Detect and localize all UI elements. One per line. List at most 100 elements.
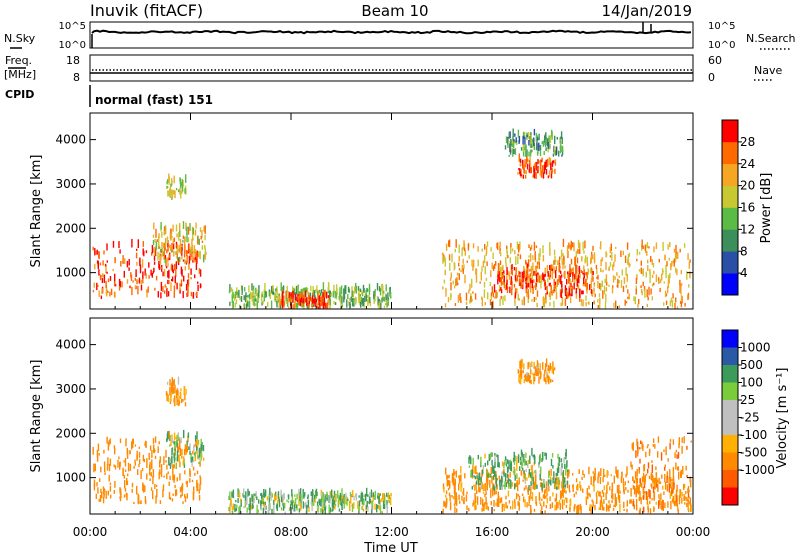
data-cell [457, 294, 460, 303]
data-cell [526, 276, 528, 280]
data-cell [675, 252, 677, 259]
data-cell [540, 482, 542, 488]
data-cell [577, 248, 579, 254]
data-cell [548, 470, 550, 479]
data-cell [385, 284, 387, 292]
data-cell [329, 494, 331, 504]
data-cell [190, 277, 192, 280]
data-cell [517, 129, 520, 138]
data-cell [359, 288, 362, 293]
colorbar-swatch [722, 365, 738, 383]
data-cell [540, 478, 543, 481]
data-cell [108, 440, 110, 446]
data-cell [642, 245, 644, 249]
data-cell [157, 251, 159, 261]
data-cell [169, 497, 172, 500]
data-cell [293, 502, 296, 505]
data-cell [656, 477, 658, 484]
data-cell [554, 498, 556, 502]
data-cell [547, 364, 550, 371]
data-cell [636, 468, 638, 477]
data-cell [171, 434, 173, 443]
data-cell [184, 237, 186, 245]
data-cell [368, 295, 370, 304]
data-cell [544, 267, 546, 275]
data-cell [502, 278, 505, 285]
data-cell [571, 242, 574, 248]
data-cell [173, 397, 175, 403]
data-cell [573, 282, 575, 290]
data-cell [317, 505, 319, 513]
data-cell [331, 509, 333, 512]
data-cell [561, 154, 563, 157]
data-cell [343, 288, 345, 297]
data-cell [310, 297, 312, 303]
data-cell [292, 290, 294, 299]
data-cell [673, 482, 675, 489]
data-cell [649, 278, 651, 283]
data-cell [652, 263, 655, 268]
data-cell [175, 251, 177, 255]
data-cell [119, 496, 122, 502]
data-cell [563, 478, 566, 483]
data-cell [159, 456, 161, 463]
data-cell [361, 505, 364, 510]
data-cell [294, 300, 296, 309]
data-cell [642, 444, 644, 451]
data-cell [174, 441, 176, 449]
data-cell [319, 303, 321, 309]
data-cell [672, 467, 675, 475]
data-cell [656, 481, 658, 488]
data-cell [293, 303, 295, 309]
data-cell [534, 251, 536, 261]
data-cell [616, 470, 618, 478]
data-cell [497, 263, 500, 272]
data-cell [643, 492, 645, 498]
data-cell [177, 390, 179, 396]
data-cell [268, 504, 270, 514]
data-cell [609, 486, 611, 491]
data-cell [593, 476, 595, 484]
data-cell [591, 272, 593, 278]
data-cell [153, 267, 155, 273]
data-cell [553, 289, 555, 294]
data-cell [377, 299, 380, 303]
data-cell [685, 465, 687, 471]
data-cell [244, 499, 246, 508]
data-cell [475, 465, 477, 475]
data-cell [280, 507, 283, 511]
data-cell [512, 458, 515, 463]
data-cell [260, 493, 262, 496]
data-cell [547, 278, 549, 283]
data-cell [550, 266, 552, 270]
data-cell [173, 237, 175, 243]
data-cell [523, 270, 525, 279]
data-cell [625, 285, 627, 288]
data-cell [503, 462, 506, 465]
data-cell [508, 484, 510, 489]
data-cell [514, 250, 516, 255]
data-cell [178, 454, 180, 461]
data-cell [477, 246, 479, 252]
data-cell [138, 277, 141, 284]
data-cell [630, 461, 632, 468]
scatter-region [517, 358, 556, 385]
data-cell [524, 499, 526, 507]
data-cell [518, 244, 520, 253]
data-cell [535, 485, 537, 490]
data-cell [686, 496, 688, 502]
data-cell [388, 500, 390, 504]
data-cell [302, 488, 304, 498]
data-cell [390, 295, 392, 299]
data-cell [524, 475, 526, 480]
data-cell [261, 301, 263, 306]
data-cell [528, 488, 530, 491]
data-cell [646, 289, 648, 298]
data-cell [191, 238, 193, 246]
data-cell [636, 484, 638, 490]
data-cell [669, 242, 671, 248]
data-cell [182, 501, 184, 505]
nave-label: Nave [754, 64, 782, 77]
data-cell [530, 244, 533, 250]
